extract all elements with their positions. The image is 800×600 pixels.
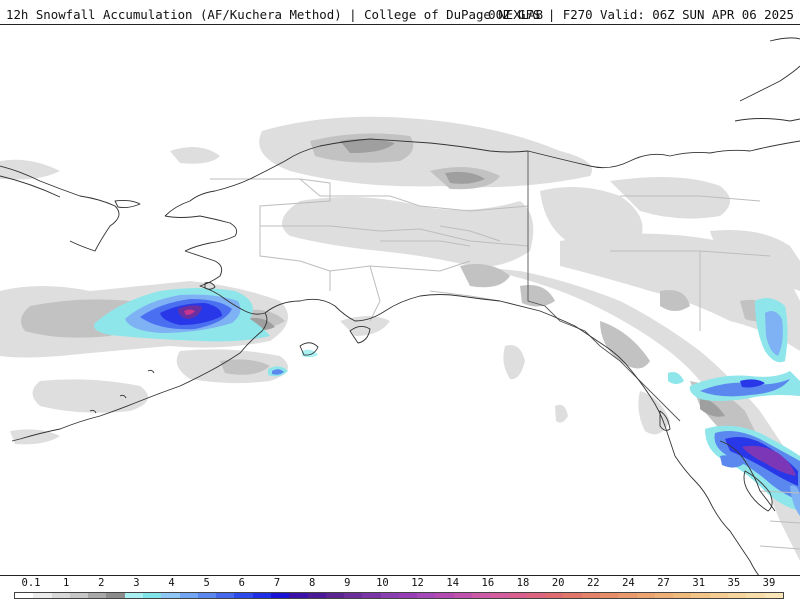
legend-swatch: [691, 593, 710, 598]
legend-tick-label: 6: [238, 577, 246, 589]
legend-swatch: [270, 593, 290, 598]
legend-tick-label: 20: [551, 577, 565, 589]
legend-swatch: [563, 593, 582, 598]
legend-tick-label: 22: [586, 577, 600, 589]
legend-tick-label: 35: [727, 577, 741, 589]
legend-swatch: [69, 593, 89, 598]
model-run-info: 00Z GFS | F270 Valid: 06Z SUN APR 06 202…: [488, 7, 794, 22]
zone-boundaries: [210, 178, 800, 550]
legend-swatch: [252, 593, 271, 598]
legend-swatch: [508, 593, 527, 598]
legend-tick-label: 1: [62, 577, 70, 589]
legend-swatch: [472, 593, 491, 598]
legend-swatch: [216, 593, 235, 598]
product-title: 12h Snowfall Accumulation (AF/Kuchera Me…: [6, 7, 544, 22]
legend-tick-label: 12: [411, 577, 424, 589]
legend-tick-label: 8: [308, 577, 316, 589]
legend-tick-label: 24: [622, 577, 635, 589]
legend-swatch: [142, 593, 162, 598]
snowfall-map: [0, 25, 800, 575]
legend-swatch: [600, 593, 619, 598]
legend-swatch: [654, 593, 674, 598]
legend-tick-label: 5: [203, 577, 210, 589]
legend-swatch: [88, 593, 107, 598]
legend-swatch: [124, 593, 143, 598]
legend-tick-label: 3: [133, 577, 140, 589]
canada-snowfall-max: [689, 297, 800, 516]
legend-labels: 0.1 1 2 3 4 5 6 7 8 9 10 12 14 16 18 20 22 24 27 31 35 39: [0, 576, 800, 590]
legend-swatch: [106, 593, 125, 598]
legend-swatch: [417, 593, 436, 598]
color-legend: 0.1 1 2 3 4 5 6 7 8 9 10 12 14 16 18 20 22 24 27 31 35 39: [0, 576, 800, 600]
legend-swatch: [453, 593, 473, 598]
map-panel: [0, 24, 800, 576]
legend-swatch: [161, 593, 180, 598]
legend-tick-label: 10: [376, 577, 389, 589]
legend-swatch: [545, 593, 564, 598]
legend-color-bar: [14, 592, 784, 599]
legend-swatch: [289, 593, 308, 598]
legend-tick-label: 18: [516, 577, 530, 589]
legend-swatch: [709, 593, 728, 598]
legend-tick-label: 4: [168, 577, 175, 589]
legend-swatch: [307, 593, 326, 598]
international-border: [527, 151, 681, 422]
legend-swatch: [526, 593, 546, 598]
legend-tick-label: 16: [481, 577, 495, 589]
legend-swatch: [380, 593, 399, 598]
legend-swatch: [33, 593, 52, 598]
legend-swatch: [15, 593, 34, 598]
bering-snowfall-max: [94, 288, 270, 342]
legend-tick-label: 39: [762, 577, 776, 589]
legend-swatch: [344, 593, 363, 598]
legend-swatch: [51, 593, 70, 598]
legend-swatch: [435, 593, 454, 598]
legend-swatch: [362, 593, 381, 598]
legend-swatch: [746, 593, 765, 598]
legend-tick-label: 14: [446, 577, 460, 589]
legend-tick-label: 0.1: [21, 577, 41, 589]
legend-swatch: [234, 593, 253, 598]
legend-swatch: [673, 593, 692, 598]
legend-swatch: [636, 593, 655, 598]
legend-swatch: [581, 593, 600, 598]
legend-tick-label: 31: [692, 577, 706, 589]
legend-swatch: [325, 593, 345, 598]
legend-swatch: [490, 593, 509, 598]
legend-swatch: [618, 593, 637, 598]
legend-tick-label: 7: [273, 577, 281, 589]
legend-swatch: [764, 593, 783, 598]
legend-swatch: [398, 593, 418, 598]
legend-swatch: [197, 593, 217, 598]
legend-tick-label: 9: [344, 577, 351, 589]
legend-tick-label: 27: [657, 577, 670, 589]
legend-swatch: [179, 593, 198, 598]
header: 12h Snowfall Accumulation (AF/Kuchera Me…: [0, 0, 800, 24]
legend-swatch: [727, 593, 747, 598]
legend-tick-label: 2: [98, 577, 105, 589]
coastlines: [0, 37, 800, 575]
